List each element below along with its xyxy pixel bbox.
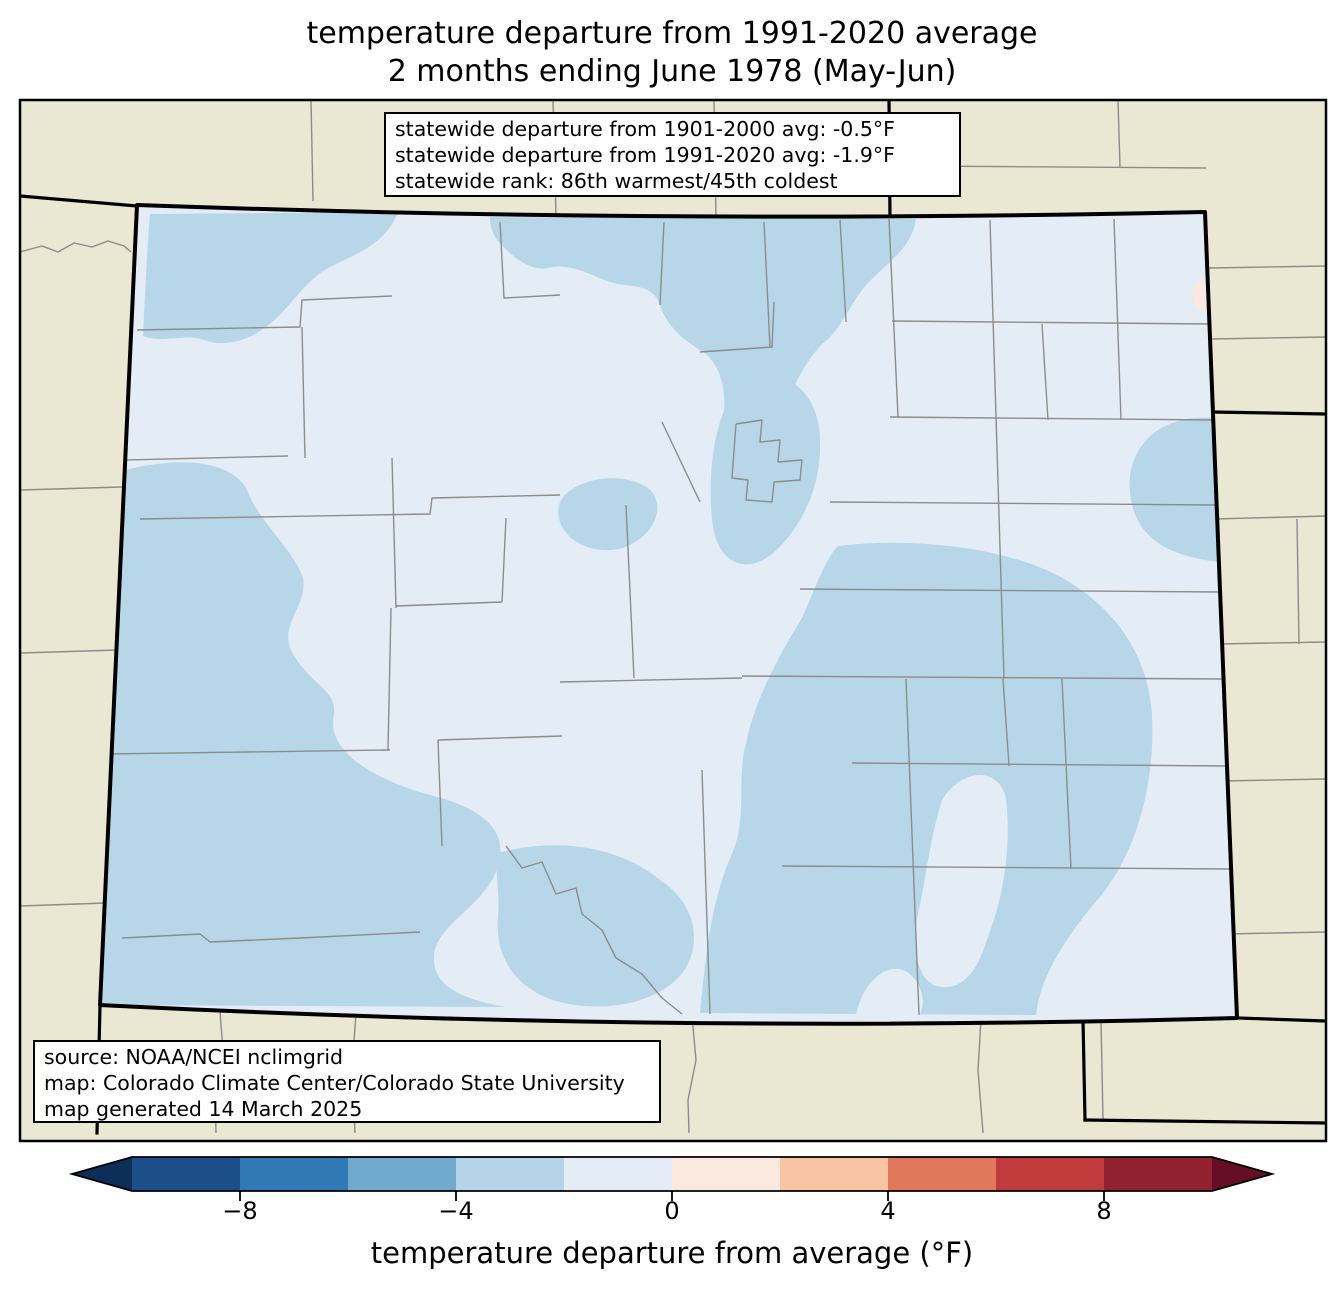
colorbar-tick-0: 0 <box>664 1197 680 1225</box>
base-cutout-south <box>856 968 923 1015</box>
colorbar-axis-label: temperature departure from average (°F) <box>370 1236 974 1270</box>
colorbar-seg-5 <box>564 1157 672 1191</box>
base-bin-cutouts <box>856 774 1008 1015</box>
stats-line-1991-2020: statewide departure from 1991-2020 avg: … <box>395 143 895 167</box>
cool-region-east-plains <box>700 542 1153 1015</box>
figure-title-line1: temperature departure from 1991-2020 ave… <box>306 16 1038 51</box>
colorbar <box>68 1156 1276 1201</box>
stats-line-rank: statewide rank: 86th warmest/45th coldes… <box>395 169 838 193</box>
figure-title-line2: 2 months ending June 1978 (May-Jun) <box>387 54 957 89</box>
map-frame <box>18 98 1328 1143</box>
colorado-county-lines <box>101 218 1233 1016</box>
source-line: source: NOAA/NCEI nclimgrid <box>44 1045 344 1069</box>
colorbar-tick-4: 4 <box>880 1197 896 1225</box>
colorbar-seg-4 <box>456 1157 564 1191</box>
map-credit-line: map: Colorado Climate Center/Colorado St… <box>44 1071 625 1095</box>
colorbar-seg-7 <box>780 1157 888 1191</box>
colorbar-left-arrow <box>72 1157 132 1191</box>
warm-anomaly-spot <box>1192 276 1210 314</box>
cool-region-northwest <box>143 212 398 344</box>
cool-region-south-central <box>496 845 694 1007</box>
cool-region-east-border <box>1129 417 1219 562</box>
colorbar-seg-1 <box>132 1157 240 1191</box>
generated-date-line: map generated 14 March 2025 <box>44 1097 363 1121</box>
colorbar-seg-6 <box>672 1157 780 1191</box>
colorbar-tick-neg8: −8 <box>222 1197 258 1225</box>
cool-region-denver <box>710 375 821 565</box>
base-cutout-tongue <box>915 774 1008 988</box>
cool-region-central <box>558 478 658 551</box>
statewide-stats-box: statewide departure from 1901-2000 avg: … <box>384 112 961 197</box>
colorbar-seg-10 <box>1104 1157 1212 1191</box>
colorbar-tick-8: 8 <box>1096 1197 1112 1225</box>
colorado-state-border <box>98 203 1239 1026</box>
colorbar-tick-marks <box>239 1191 1105 1201</box>
cool-anomaly-regions <box>101 212 1219 1015</box>
colorbar-right-arrow <box>1212 1157 1272 1191</box>
neighbor-state-borders <box>20 100 1326 1135</box>
cool-region-west-southwest <box>101 462 505 1007</box>
colorbar-tick-neg4: −4 <box>438 1197 474 1225</box>
colorbar-outline <box>68 1156 1276 1192</box>
source-attribution-box: source: NOAA/NCEI nclimgrid map: Colorad… <box>33 1040 661 1123</box>
colorbar-seg-2 <box>240 1157 348 1191</box>
colorbar-seg-3 <box>348 1157 456 1191</box>
cool-region-north-central <box>490 217 916 470</box>
colorbar-seg-9 <box>996 1157 1104 1191</box>
stats-line-1901-2000: statewide departure from 1901-2000 avg: … <box>395 117 895 141</box>
colorbar-seg-8 <box>888 1157 996 1191</box>
